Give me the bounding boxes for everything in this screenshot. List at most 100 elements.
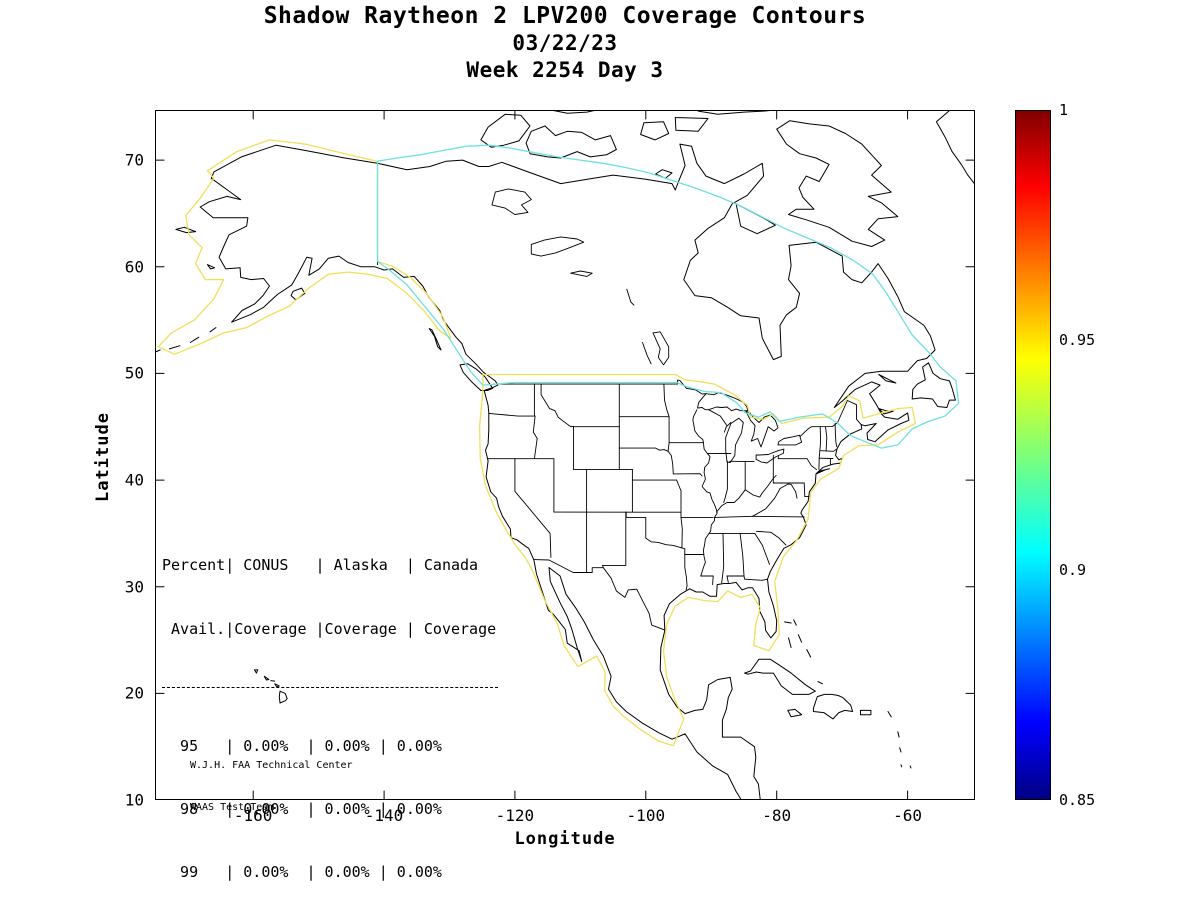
island-path <box>784 621 792 624</box>
island-path <box>817 681 823 685</box>
island-path <box>776 120 899 247</box>
state-border-path <box>755 530 787 546</box>
chart-title: Shadow Raytheon 2 LPV200 Coverage Contou… <box>263 3 867 29</box>
lake-path <box>725 417 744 463</box>
state-border-path <box>834 423 838 448</box>
title-block: Shadow Raytheon 2 LPV200 Coverage Contou… <box>155 0 975 84</box>
state-border-path <box>825 426 828 452</box>
state-border-path <box>672 473 703 477</box>
island-path <box>263 675 270 681</box>
y-tick-label: 30 <box>124 577 144 597</box>
lake-path <box>626 288 635 306</box>
y-tick-label: 60 <box>124 257 144 277</box>
y-tick-label: 40 <box>124 470 144 490</box>
chart-week-day: Week 2254 Day 3 <box>466 58 664 82</box>
x-tick-label: -100 <box>626 806 666 825</box>
state-border-path <box>723 460 728 503</box>
island-path <box>911 362 956 408</box>
lake-path <box>530 236 585 257</box>
island-path <box>428 328 442 351</box>
x-tick-label: -160 <box>233 806 273 825</box>
state-border-path <box>803 482 810 498</box>
colorbar-tick-label: 0.95 <box>1059 331 1096 349</box>
island-path <box>935 110 975 185</box>
coverage-table-row: 98 | 0.00% | 0.00% | 0.00% <box>162 800 442 818</box>
coastline-path <box>199 143 936 800</box>
island-path <box>909 765 912 769</box>
island-path <box>887 711 892 718</box>
state-border-path <box>692 409 718 577</box>
island-path <box>812 693 854 720</box>
island-path <box>525 125 617 159</box>
state-border-path <box>533 559 665 631</box>
island-path <box>899 747 902 753</box>
coverage-table-row: 95 | 0.00% | 0.00% | 0.00% <box>162 737 442 755</box>
colorbar-tick-label: 0.9 <box>1059 561 1087 579</box>
state-border-path <box>708 409 728 427</box>
island-path <box>797 634 803 643</box>
island-path <box>640 121 670 141</box>
lake-path <box>745 410 779 448</box>
coverage-table-header: Avail.|Coverage |Coverage | Coverage <box>162 620 497 638</box>
island-path <box>278 690 288 704</box>
state-border-path <box>667 416 674 475</box>
island-path <box>744 658 816 695</box>
island-path <box>806 649 812 658</box>
island-path <box>168 345 181 350</box>
lake-path <box>652 331 670 366</box>
island-path <box>459 363 494 391</box>
state-border-path <box>779 483 798 499</box>
state-border-path <box>488 412 536 417</box>
state-border-path <box>602 511 627 569</box>
island-path <box>655 169 673 179</box>
island-path <box>860 709 872 716</box>
state-border-path <box>820 448 837 452</box>
contour-095-path <box>157 139 452 355</box>
island-path <box>274 683 280 688</box>
lake-path <box>642 342 652 365</box>
colorbar-tick-label: 1 <box>1059 101 1069 119</box>
credit-line: W.J.H. FAA Technical Center <box>190 760 353 771</box>
island-path <box>209 327 217 333</box>
colorbar-tick-label: 0.85 <box>1059 791 1096 809</box>
state-border-path <box>514 458 552 558</box>
state-border-path <box>743 575 768 581</box>
axis-tick-marks <box>155 110 975 800</box>
state-border-path <box>700 575 714 586</box>
x-tick-label: -60 <box>893 806 923 825</box>
lake-path <box>755 448 785 464</box>
state-border-path <box>721 532 725 584</box>
state-border-path <box>663 383 670 418</box>
credit-line: WAAS Test Team <box>190 802 275 813</box>
island-path <box>175 226 197 234</box>
state-border-path <box>714 515 754 518</box>
island-path <box>735 203 776 235</box>
x-tick-label: -80 <box>762 806 792 825</box>
lake-path <box>570 270 593 277</box>
island-path <box>206 264 216 270</box>
coverage-table: Percent| CONUS | Alaska | Canada Avail.|… <box>162 512 498 900</box>
island-path <box>270 680 276 682</box>
lake-path <box>777 434 803 446</box>
island-path <box>878 374 897 384</box>
y-tick-label: 10 <box>124 790 144 810</box>
contour-090-path <box>376 144 960 449</box>
island-path <box>254 669 259 674</box>
island-path <box>787 708 803 718</box>
x-tick-label: -140 <box>364 806 404 825</box>
island-path <box>816 468 831 475</box>
lake-path <box>723 422 732 433</box>
chart-date: 03/22/23 <box>512 31 618 55</box>
y-tick-label: 50 <box>124 363 144 383</box>
island-path <box>189 336 200 343</box>
lake-path <box>491 188 532 215</box>
y-tick-label: 70 <box>124 150 144 170</box>
x-tick-label: -120 <box>495 806 535 825</box>
state-border-path <box>739 532 745 577</box>
island-path <box>900 764 903 768</box>
state-border-path <box>681 547 688 591</box>
state-border-path <box>716 475 777 513</box>
coverage-table-header: Percent| CONUS | Alaska | Canada <box>162 556 479 574</box>
colorbar <box>1015 110 1051 800</box>
